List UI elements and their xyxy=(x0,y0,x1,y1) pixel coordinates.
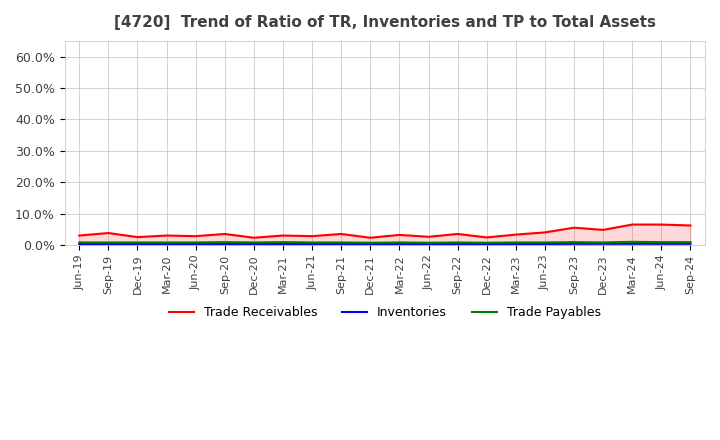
Inventories xyxy=(337,242,346,247)
Trade Receivables xyxy=(279,233,287,238)
Trade Receivables xyxy=(250,235,258,240)
Trade Payables xyxy=(250,240,258,245)
Inventories xyxy=(599,241,608,246)
Inventories xyxy=(307,242,316,247)
Trade Payables xyxy=(686,239,695,245)
Trade Receivables xyxy=(192,234,200,239)
Inventories xyxy=(192,242,200,247)
Inventories xyxy=(628,241,636,246)
Inventories xyxy=(250,242,258,247)
Trade Receivables xyxy=(599,227,608,232)
Trade Payables xyxy=(307,240,316,245)
Inventories xyxy=(279,242,287,247)
Trade Receivables xyxy=(75,233,84,238)
Trade Receivables xyxy=(686,223,695,228)
Trade Payables xyxy=(511,240,520,245)
Trade Receivables xyxy=(454,231,462,237)
Trade Receivables xyxy=(511,232,520,237)
Trade Receivables xyxy=(162,233,171,238)
Trade Payables xyxy=(104,240,113,245)
Trade Receivables xyxy=(337,231,346,237)
Trade Receivables xyxy=(424,234,433,239)
Title: [4720]  Trend of Ratio of TR, Inventories and TP to Total Assets: [4720] Trend of Ratio of TR, Inventories… xyxy=(114,15,656,30)
Trade Payables xyxy=(220,239,229,245)
Legend: Trade Receivables, Inventories, Trade Payables: Trade Receivables, Inventories, Trade Pa… xyxy=(163,301,606,324)
Trade Payables xyxy=(395,240,404,245)
Inventories xyxy=(454,242,462,247)
Trade Payables xyxy=(657,239,666,245)
Trade Payables xyxy=(337,240,346,245)
Inventories xyxy=(395,242,404,247)
Trade Payables xyxy=(599,240,608,245)
Trade Payables xyxy=(482,240,491,246)
Trade Receivables xyxy=(541,230,549,235)
Inventories xyxy=(657,241,666,246)
Trade Receivables xyxy=(133,235,142,240)
Trade Payables xyxy=(628,239,636,245)
Trade Payables xyxy=(541,240,549,245)
Line: Trade Payables: Trade Payables xyxy=(79,242,690,243)
Trade Payables xyxy=(75,240,84,245)
Trade Receivables xyxy=(104,231,113,236)
Trade Payables xyxy=(366,240,374,246)
Trade Receivables xyxy=(657,222,666,227)
Inventories xyxy=(511,242,520,247)
Inventories xyxy=(686,241,695,246)
Trade Payables xyxy=(570,239,578,245)
Line: Trade Receivables: Trade Receivables xyxy=(79,224,690,238)
Trade Receivables xyxy=(395,232,404,238)
Trade Payables xyxy=(424,240,433,246)
Inventories xyxy=(75,242,84,247)
Trade Receivables xyxy=(307,234,316,239)
Inventories xyxy=(541,242,549,247)
Trade Payables xyxy=(133,240,142,245)
Trade Receivables xyxy=(366,235,374,240)
Inventories xyxy=(482,242,491,247)
Inventories xyxy=(366,242,374,247)
Inventories xyxy=(104,242,113,247)
Trade Receivables xyxy=(570,225,578,230)
Trade Receivables xyxy=(220,231,229,237)
Inventories xyxy=(424,242,433,247)
Inventories xyxy=(133,242,142,247)
Trade Receivables xyxy=(628,222,636,227)
Trade Payables xyxy=(162,240,171,245)
Trade Receivables xyxy=(482,235,491,240)
Trade Payables xyxy=(279,239,287,245)
Trade Payables xyxy=(192,240,200,245)
Inventories xyxy=(570,241,578,246)
Inventories xyxy=(162,242,171,247)
Trade Payables xyxy=(454,240,462,245)
Inventories xyxy=(220,242,229,247)
